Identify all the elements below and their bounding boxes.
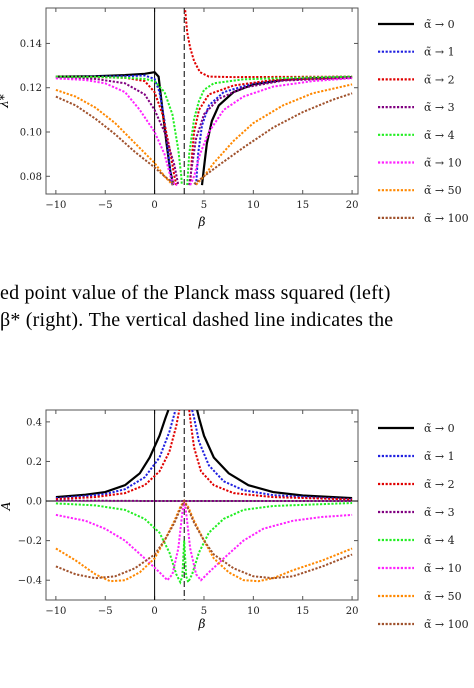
caption-line-1: ed point value of the Planck mass square… [0, 282, 391, 304]
series-line [55, 499, 353, 583]
series-line [191, 410, 353, 501]
legend-label: α̃ → 3 [424, 101, 455, 114]
y-tick-label: 0.4 [26, 417, 42, 428]
x-tick-label: −10 [45, 200, 66, 211]
x-tick-label: 20 [346, 200, 359, 211]
legend-label: α̃ → 2 [424, 478, 455, 491]
legend-label: α̃ → 0 [424, 422, 455, 435]
series-line [55, 77, 178, 187]
series-line [195, 83, 353, 186]
series-line [55, 410, 181, 501]
series-group [55, 10, 353, 187]
series-line [55, 76, 180, 186]
series-line [55, 410, 170, 499]
legend-label: α̃ → 100 [424, 212, 469, 225]
legend-label: α̃ → 50 [424, 590, 462, 603]
x-tick-label: 0 [151, 200, 157, 211]
x-tick-label: 10 [247, 200, 260, 211]
x-axis-label: β [198, 617, 206, 631]
legend-label: α̃ → 0 [424, 18, 455, 31]
legend-label: α̃ → 4 [424, 129, 455, 142]
x-tick-label: 5 [201, 606, 207, 617]
y-tick-label: 0.14 [20, 39, 42, 50]
y-tick-label: 0.0 [26, 497, 42, 508]
series-line [193, 92, 353, 185]
legend-label: α̃ → 1 [424, 46, 455, 59]
series-line [55, 75, 183, 186]
y-tick-label: −0.4 [18, 576, 42, 587]
series-line [200, 76, 353, 186]
series-line [55, 502, 353, 585]
y-tick-label: 0.10 [20, 128, 42, 139]
x-tick-label: 15 [296, 200, 309, 211]
series-line [55, 498, 353, 580]
x-tick-label: −10 [45, 606, 66, 617]
y-tick-label: 0.12 [20, 83, 42, 94]
y-axis-label: A [0, 501, 13, 511]
legend-label: α̃ → 10 [424, 157, 462, 170]
y-tick-label: −0.2 [18, 536, 42, 547]
legend-label: α̃ → 10 [424, 562, 462, 575]
y-tick-label: 0.08 [20, 172, 42, 183]
chart-bottom: −10 −5 0 5 10 15 20 −0.4 −0.2 0.0 0.2 0.4 β Aα̃ → 0 α̃… [0, 409, 469, 631]
series-line [196, 410, 353, 500]
series-line [189, 76, 353, 186]
y-axis-label: λ̃* [0, 94, 11, 109]
series-group [55, 410, 353, 585]
series-line [189, 77, 353, 186]
series-line [55, 410, 177, 500]
legend-label: α̃ → 2 [424, 73, 455, 86]
x-tick-label: 15 [296, 606, 309, 617]
legend-label: α̃ → 100 [424, 618, 469, 631]
x-tick-label: −5 [98, 606, 113, 617]
series-line [195, 76, 353, 186]
legend-label: α̃ → 4 [424, 534, 455, 547]
series-line [55, 75, 178, 186]
x-tick-label: 0 [151, 606, 157, 617]
plot-frame [45, 7, 359, 195]
y-tick-label: 0.2 [26, 457, 42, 468]
x-tick-label: 10 [247, 606, 260, 617]
series-line [184, 10, 353, 79]
x-axis-label: β [198, 215, 206, 229]
caption-line-2: β* (right). The vertical dashed line ind… [0, 309, 394, 331]
series-line [188, 410, 353, 501]
series-line [186, 75, 353, 186]
series-line [188, 76, 353, 186]
legend-label: α̃ → 1 [424, 450, 455, 463]
legend-label: α̃ → 3 [424, 506, 455, 519]
series-line [55, 95, 176, 185]
x-tick-label: 5 [201, 200, 207, 211]
series-line [55, 500, 353, 582]
series-line [55, 88, 174, 186]
plot-frame [45, 409, 359, 601]
x-tick-label: −5 [98, 200, 113, 211]
x-tick-label: 20 [346, 606, 359, 617]
chart-top: −10 −5 0 5 10 15 20 0.08 0.10 0.12 0.14 β λ̃* α̃ → 0 α… [0, 7, 469, 229]
legend-label: α̃ → 50 [424, 184, 462, 197]
